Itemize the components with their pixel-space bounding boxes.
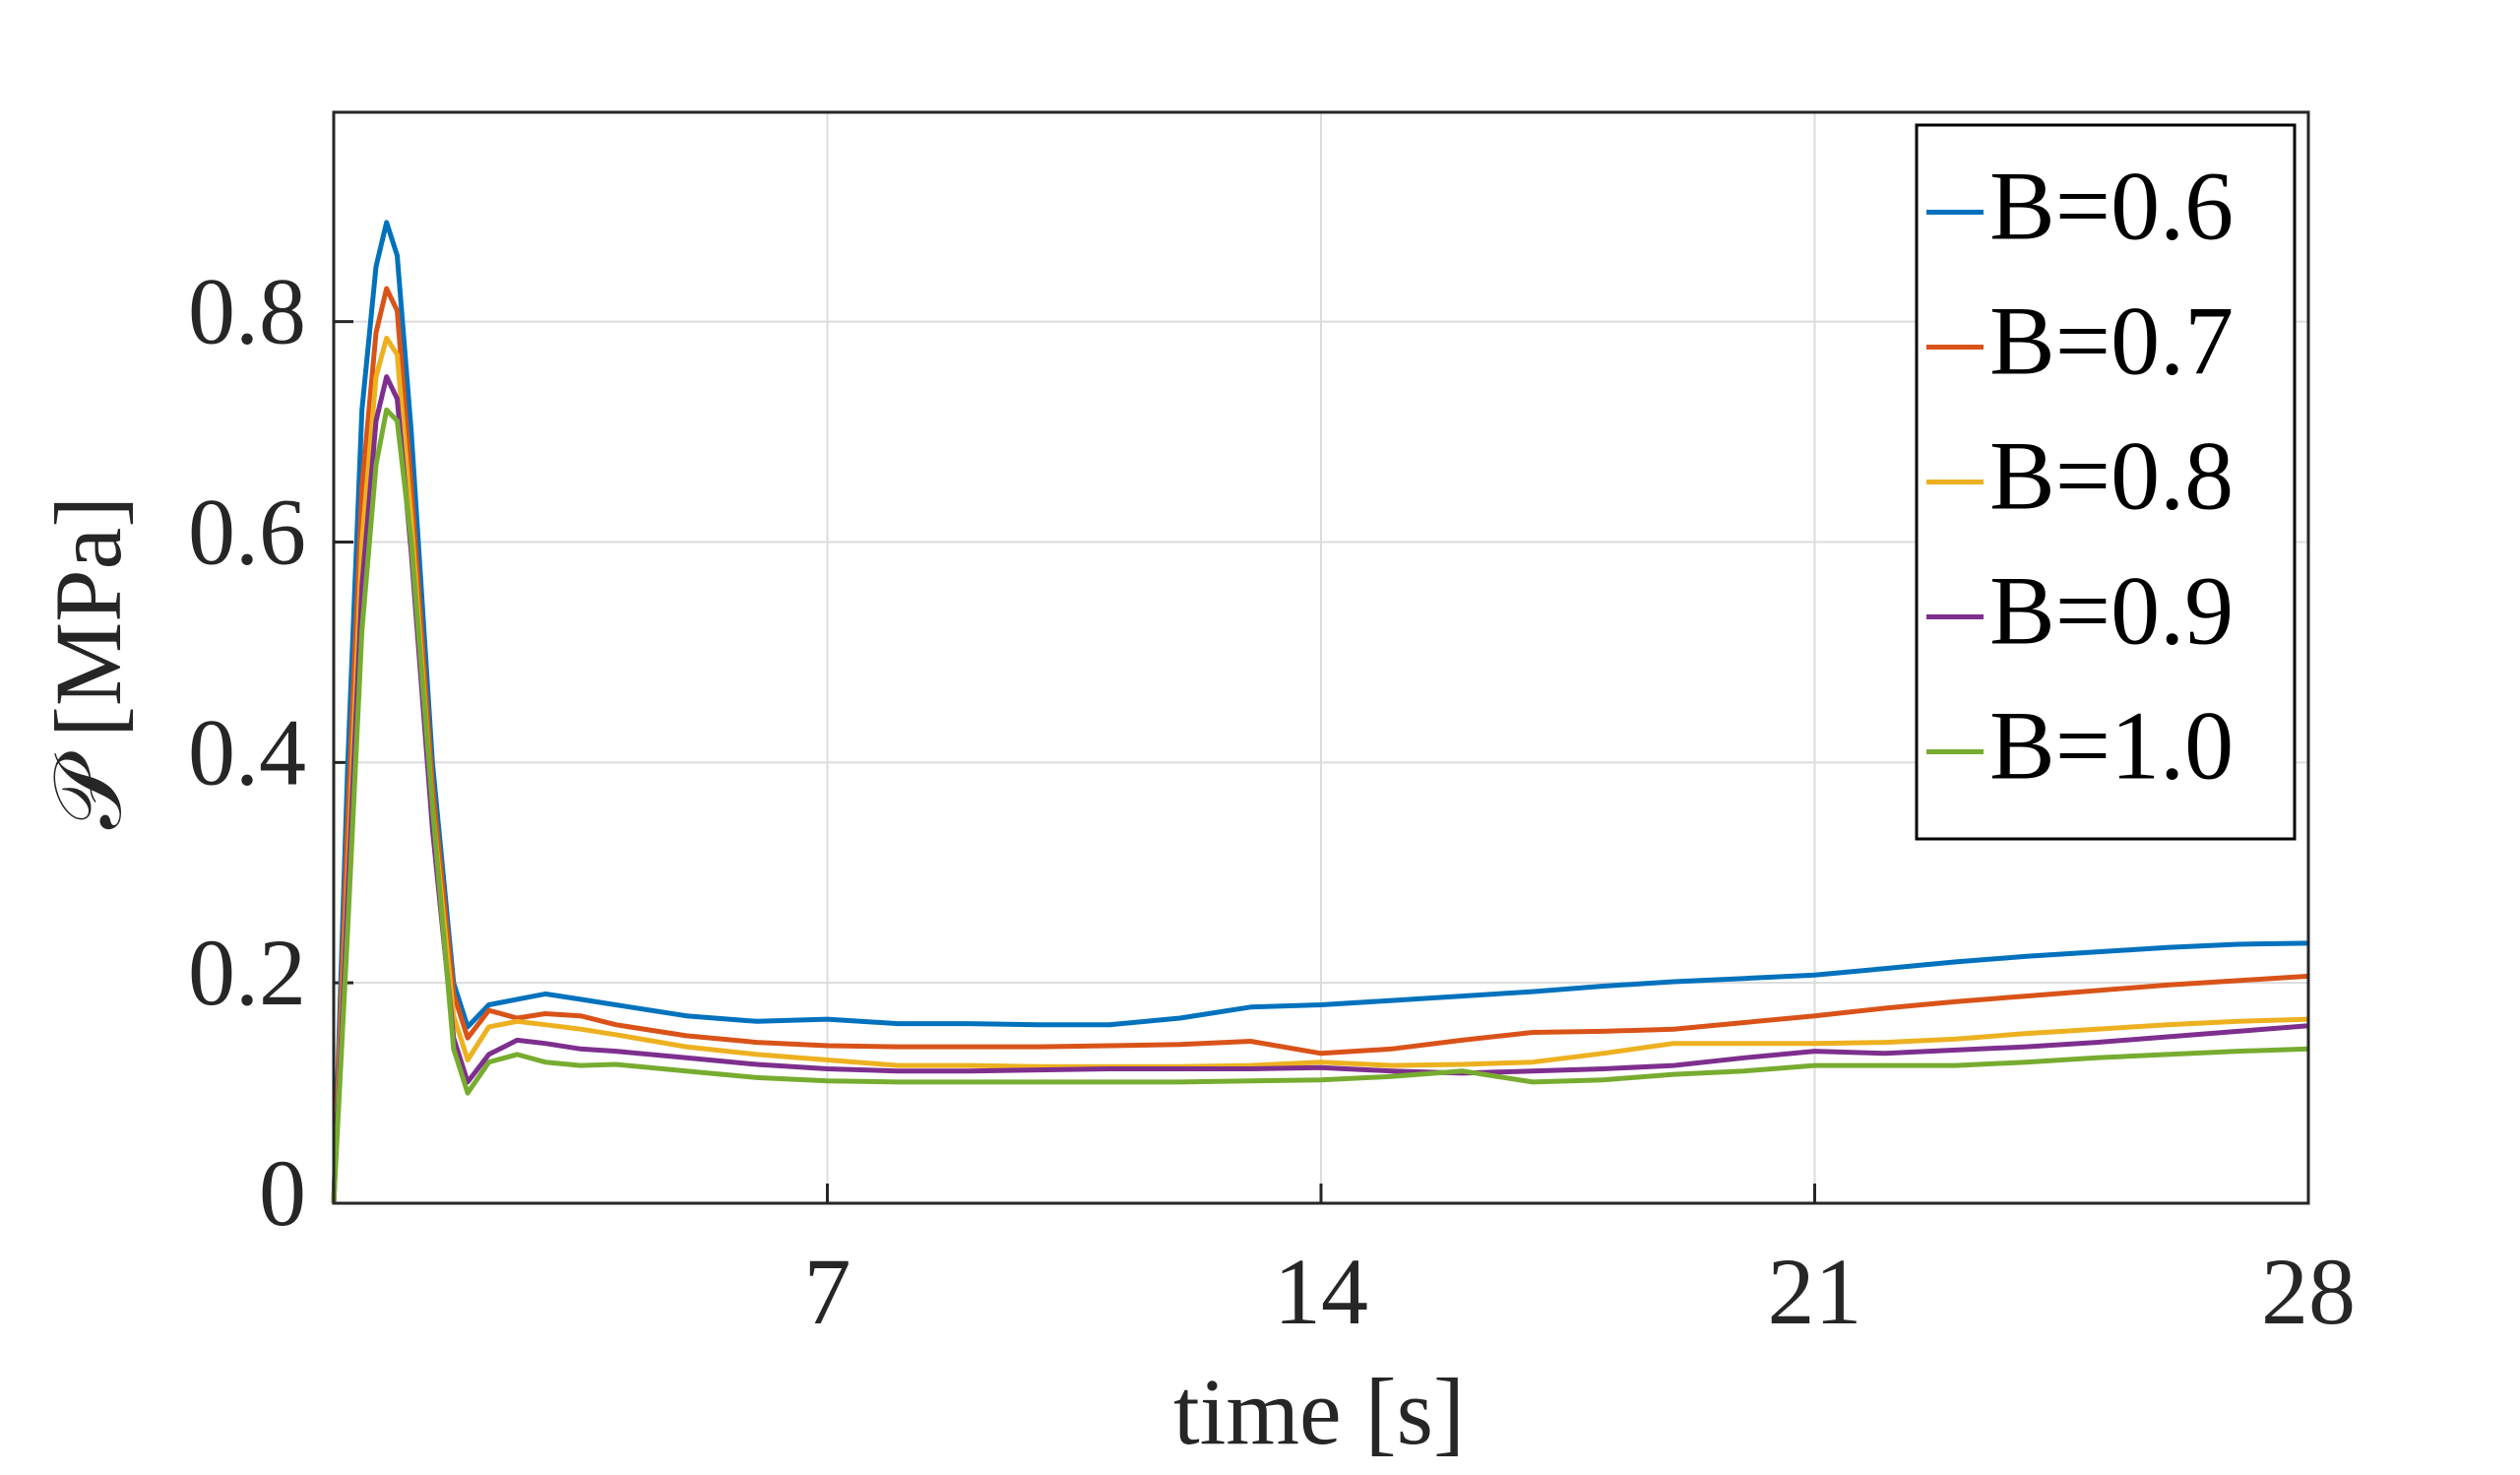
x-tick-label: 14 [1274,1239,1368,1344]
y-tick-label: 0 [259,1140,306,1246]
x-tick-label: 7 [804,1239,851,1344]
y-tick-label: 0.8 [188,259,306,364]
y-tick-label: 0.6 [188,480,306,585]
legend-label: B=1.0 [1989,690,2234,800]
x-tick-label: 28 [2261,1239,2356,1344]
legend-label: B=0.9 [1989,555,2234,665]
legend-label: B=0.8 [1989,420,2234,530]
legend-label: B=0.7 [1989,286,2234,395]
x-tick-label: 21 [1768,1239,1862,1344]
data-line [331,220,2309,1204]
y-axis-label: 𝒫 [MPa] [35,496,141,830]
y-tick-label: 0.2 [188,920,306,1025]
x-axis-label: time [s] [1173,1359,1465,1464]
y-tick-label: 0.4 [188,699,306,804]
data-line [331,407,2309,1204]
legend-label: B=0.6 [1989,151,2234,260]
plot-frame [332,110,2310,1205]
